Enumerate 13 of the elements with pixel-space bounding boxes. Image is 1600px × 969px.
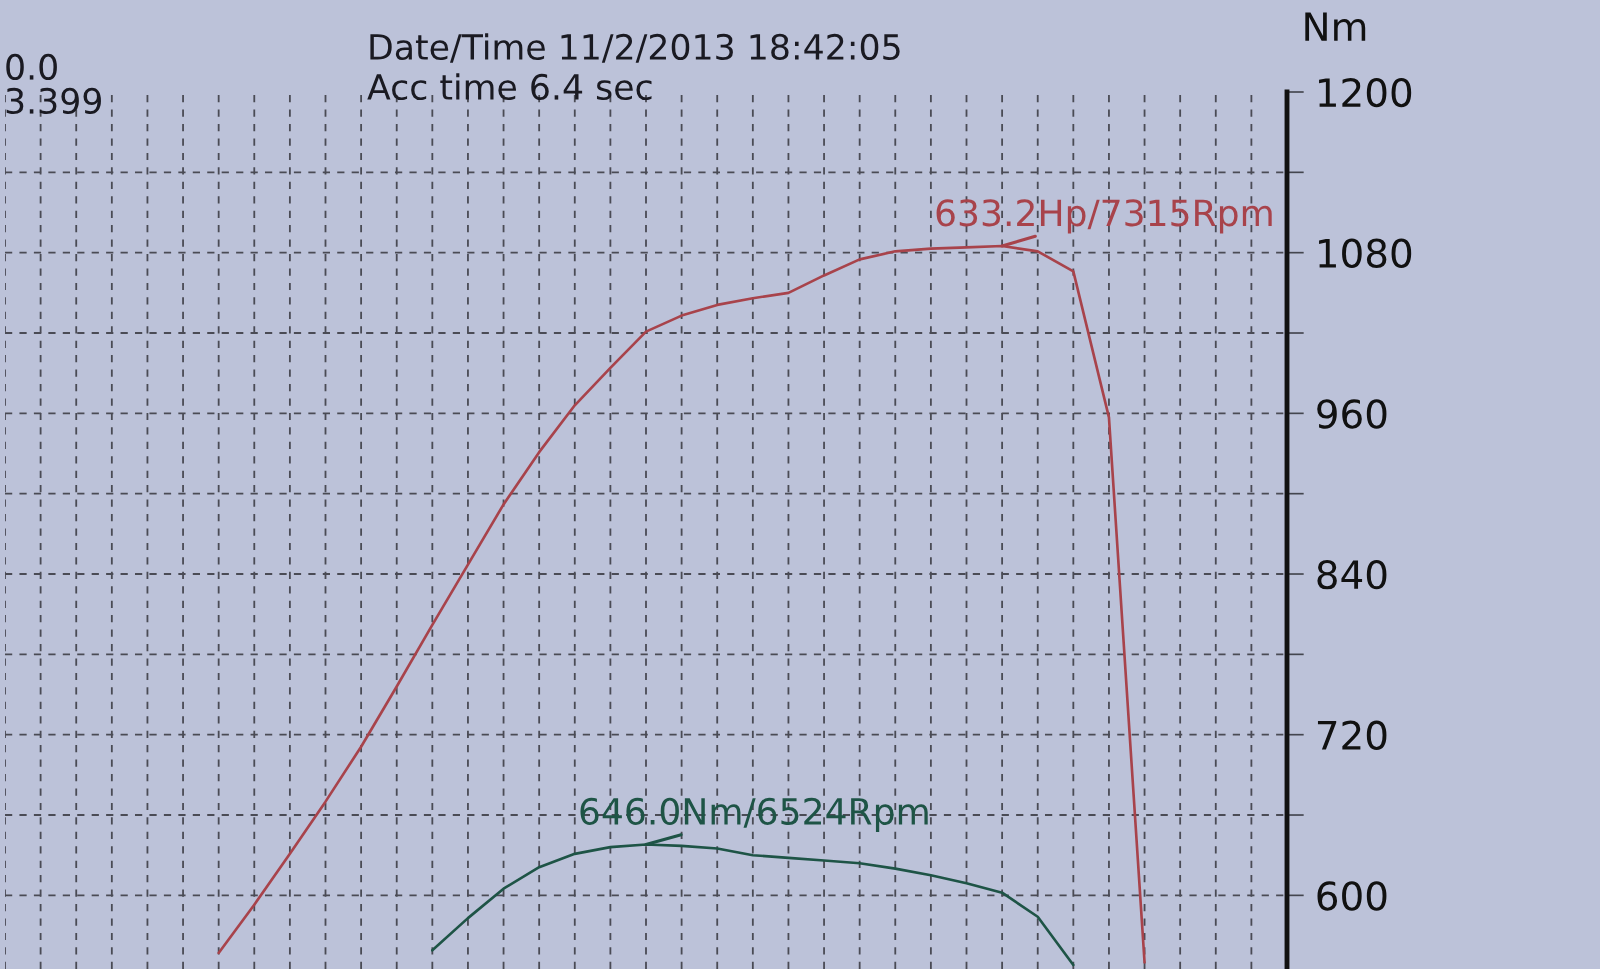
annotation: 646.0Nm/6524Rpm (580, 797, 928, 832)
annotation: 633.2Hp/7315Rpm (936, 199, 1272, 234)
y-tick-label: 720 (1317, 720, 1387, 751)
annotation: Acc time 6.4 sec (367, 73, 652, 101)
y-tick-label: 600 (1317, 881, 1387, 911)
y-axis-title: Nm (1305, 12, 1366, 41)
annotation: 3.399 (6, 87, 101, 115)
text: 0.0 (6, 53, 57, 81)
y-tick-label: 840 (1317, 559, 1387, 590)
y-tick-label: 960 (1317, 399, 1387, 429)
y-tick-label: 1080 (1319, 238, 1412, 268)
text: Date/Time 11/2/2013 18:42:05 (370, 33, 900, 63)
y-tick-label: 1200 (1319, 77, 1412, 108)
